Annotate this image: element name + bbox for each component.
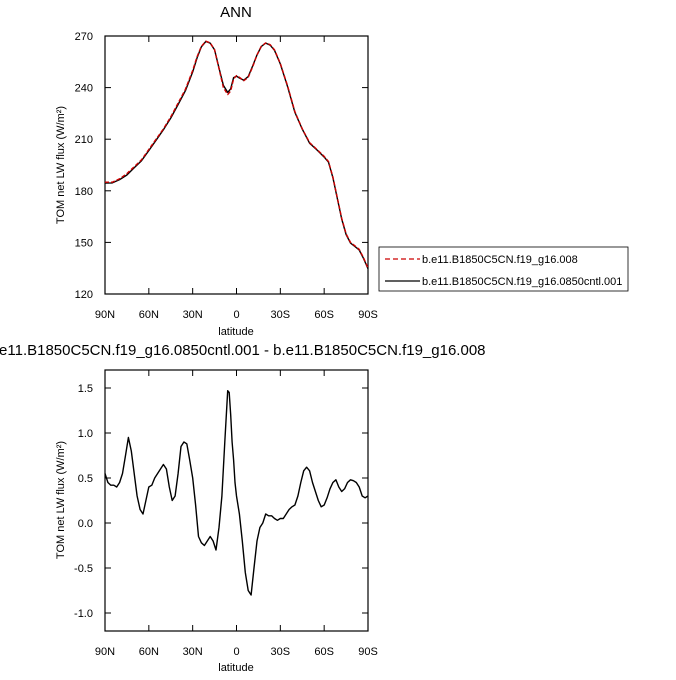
x-tick-label: 90N [95,309,115,321]
x-tick-label: 30N [183,646,203,658]
y-axis-label: TOM net LW flux (W/m²) [55,441,67,559]
y-tick-label: 210 [75,134,93,146]
chart-title: ANN [220,4,252,21]
x-axis-ticks: 90N 60N 30N 0 30S 60S 90S [95,370,378,658]
x-tick-label: 30S [271,646,291,658]
series-line-1 [104,390,369,596]
x-tick-label: 60N [139,309,159,321]
y-tick-label: -0.5 [74,563,93,575]
x-tick-label: 60N [139,646,159,658]
chart-title: b.e11.B1850C5CN.f19_g16.0850cntl.001 - b… [0,342,485,359]
y-tick-label: 0.0 [78,518,93,530]
x-tick-label: 90N [95,646,115,658]
y-tick-label: 180 [75,186,93,198]
x-axis-label: latitude [218,326,253,338]
plot-frame [104,35,369,295]
y-tick-label: 1.5 [78,383,93,395]
legend: b.e11.B1850C5CN.f19_g16.008 b.e11.B1850C… [378,246,629,292]
y-tick-label: 240 [75,83,93,95]
x-tick-label: 60S [314,646,334,658]
y-tick-label: 120 [75,289,93,301]
x-tick-label: 0 [233,646,239,658]
y-tick-label: 150 [75,237,93,249]
y-tick-label: 0.5 [78,473,93,485]
y-tick-label: 270 [75,31,93,43]
x-tick-label: 60S [314,309,334,321]
plot-lines [104,40,369,269]
y-tick-label: 1.0 [78,428,93,440]
legend-label-series-2: b.e11.B1850C5CN.f19_g16.0850cntl.001 [422,276,622,288]
y-axis-ticks: -1.0 -0.5 0.0 0.5 1.0 1.5 [74,383,368,620]
x-tick-label: 90S [358,646,378,658]
x-tick-label: 30S [271,309,291,321]
legend-box [378,246,629,292]
x-tick-label: 30N [183,309,203,321]
chart-difference: b.e11.B1850C5CN.f19_g16.0850cntl.001 - b… [0,342,485,674]
plot-lines [104,390,369,596]
legend-label-series-1: b.e11.B1850C5CN.f19_g16.008 [422,254,578,266]
plot-frame [104,369,369,632]
x-axis-ticks: 90N 60N 30N 0 30S 60S 90S [95,36,378,321]
x-tick-label: 0 [233,309,239,321]
y-tick-label: -1.0 [74,608,93,620]
series-line-1 [105,40,369,269]
x-axis-label: latitude [218,662,253,674]
y-axis-ticks: 120 150 180 210 240 270 [75,31,368,301]
y-axis-label: TOM net LW flux (W/m²) [55,106,67,224]
x-tick-label: 90S [358,309,378,321]
